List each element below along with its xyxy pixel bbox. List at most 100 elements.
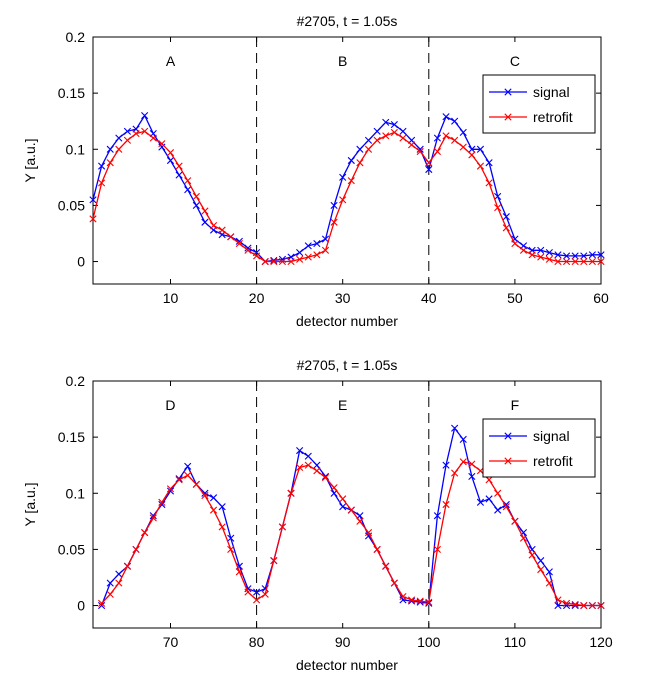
data-point xyxy=(244,246,252,254)
data-point xyxy=(304,253,312,261)
y-axis-label: Y [a.u.] xyxy=(22,482,38,526)
data-point xyxy=(192,192,200,201)
data-point xyxy=(201,489,209,497)
data-point xyxy=(399,134,407,142)
data-point xyxy=(442,132,450,140)
data-point xyxy=(468,145,476,153)
data-point xyxy=(321,246,330,254)
data-point xyxy=(98,599,106,607)
data-point xyxy=(528,551,536,559)
data-point xyxy=(347,156,355,165)
data-point xyxy=(494,506,502,514)
data-point xyxy=(545,248,553,257)
data-point xyxy=(209,506,218,514)
series-retrofit xyxy=(89,127,605,266)
x-tick-label: 50 xyxy=(507,290,523,306)
x-axis-label: detector number xyxy=(296,313,398,329)
data-point xyxy=(554,257,562,266)
data-point xyxy=(149,134,157,142)
data-point xyxy=(425,599,433,607)
data-point xyxy=(407,141,416,149)
data-point xyxy=(373,545,381,553)
data-point xyxy=(554,251,562,259)
series-retrofit xyxy=(98,458,605,610)
data-point xyxy=(296,255,304,263)
data-point xyxy=(588,257,596,266)
data-point xyxy=(175,171,183,179)
data-point xyxy=(425,598,433,606)
chart-title: #2705, t = 1.05s xyxy=(297,13,398,29)
data-point xyxy=(304,461,312,469)
data-point xyxy=(261,257,269,266)
data-point xyxy=(373,127,381,135)
data-point xyxy=(476,145,485,153)
data-point xyxy=(270,256,278,265)
data-point xyxy=(184,186,192,194)
data-point xyxy=(141,528,149,537)
data-point xyxy=(511,517,519,525)
data-point xyxy=(468,460,476,468)
data-point xyxy=(502,224,510,232)
chart-title: #2705, t = 1.05s xyxy=(297,357,398,373)
data-point xyxy=(227,233,235,241)
data-point xyxy=(184,462,192,470)
data-point xyxy=(356,517,364,525)
data-point xyxy=(451,469,459,477)
data-point xyxy=(416,597,424,605)
data-point xyxy=(511,239,519,248)
data-point xyxy=(227,534,235,542)
data-point xyxy=(519,534,528,542)
y-tick-label: 0.1 xyxy=(66,485,86,501)
data-point xyxy=(597,601,605,610)
data-point xyxy=(399,592,407,601)
y-tick-label: 0.15 xyxy=(58,429,85,445)
data-point xyxy=(141,112,149,120)
region-label-c: C xyxy=(510,53,520,69)
data-point xyxy=(554,596,562,604)
x-axis-label: detector number xyxy=(296,657,398,673)
data-point xyxy=(433,512,441,520)
data-point xyxy=(330,201,338,209)
data-point xyxy=(192,201,200,209)
data-point xyxy=(494,192,502,201)
data-point xyxy=(132,545,140,553)
data-point xyxy=(399,127,407,135)
data-point xyxy=(433,147,441,156)
data-point xyxy=(235,562,243,570)
data-point xyxy=(356,159,364,167)
data-point xyxy=(106,145,114,153)
data-point xyxy=(390,579,398,587)
data-point xyxy=(89,196,97,204)
data-point xyxy=(451,136,459,144)
data-point xyxy=(244,588,252,596)
data-point xyxy=(201,207,209,215)
data-point xyxy=(459,128,467,137)
data-point xyxy=(519,246,528,254)
data-point xyxy=(184,177,192,185)
legend-label-signal: signal xyxy=(533,84,570,100)
data-point xyxy=(571,600,579,609)
y-tick-label: 0.05 xyxy=(58,541,85,557)
data-point xyxy=(571,257,579,266)
data-point xyxy=(296,463,304,472)
data-point xyxy=(321,473,330,482)
data-point xyxy=(588,251,596,259)
data-point xyxy=(502,503,510,511)
data-point xyxy=(476,498,485,506)
data-point xyxy=(278,257,287,266)
data-point xyxy=(416,147,424,156)
data-point xyxy=(166,149,175,157)
y-tick-label: 0.15 xyxy=(58,85,85,101)
data-point xyxy=(468,472,476,481)
data-point xyxy=(296,447,304,455)
data-point xyxy=(537,557,545,565)
data-point xyxy=(545,579,553,587)
data-point xyxy=(580,252,588,260)
legend-marker-retrofit xyxy=(504,113,512,121)
data-point xyxy=(425,165,433,174)
x-tick-label: 70 xyxy=(163,634,179,650)
data-point xyxy=(571,252,579,260)
data-point xyxy=(468,151,476,159)
legend-label-retrofit: retrofit xyxy=(533,109,573,125)
